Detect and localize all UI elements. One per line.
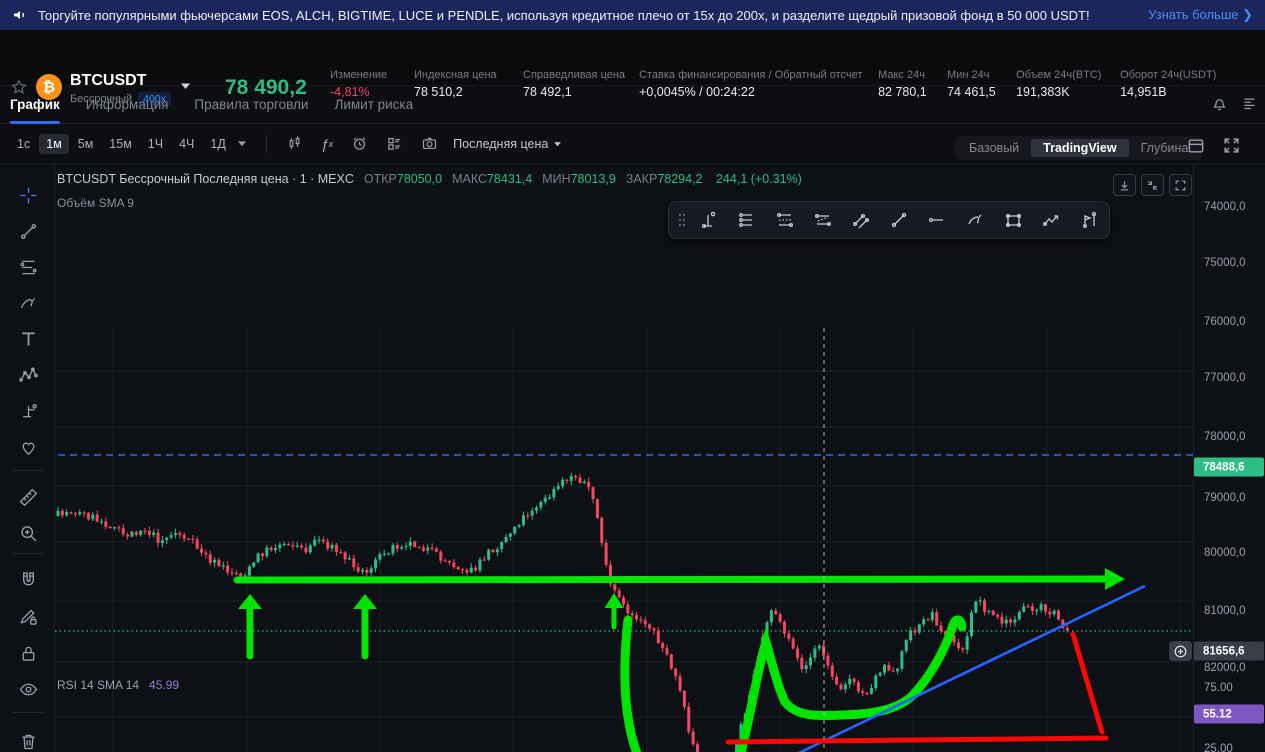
tab-Лимит риска[interactable]: Лимит риска (334, 86, 413, 124)
parallel-channel-draw-icon[interactable] (845, 206, 877, 234)
brush-tool-icon[interactable] (14, 289, 42, 317)
divider (12, 553, 43, 554)
crosshair-tool-icon[interactable] (14, 181, 42, 209)
symbol-header: ₿ BTCUSDT Бессрочный 400x 78 490,2 Измен… (0, 30, 1265, 86)
timeframe-group: 1с1м5м15м1Ч4Ч1Д (10, 134, 235, 154)
drawing-tools-sidebar (0, 164, 55, 752)
drag-handle-icon[interactable] (677, 212, 687, 228)
alert-clock-icon[interactable] (351, 135, 368, 152)
promo-banner: Торгуйте популярными фьючерсами EOS, ALC… (0, 0, 1265, 30)
divider (12, 470, 43, 471)
text-tool-icon[interactable] (14, 325, 42, 353)
price-tick: 74000,0 (1204, 201, 1246, 213)
trend-line-draw-icon[interactable] (883, 206, 915, 234)
chart-region (0, 164, 1265, 752)
timeframe-5м[interactable]: 5м (71, 134, 101, 154)
window-layout-icon[interactable] (1186, 136, 1206, 156)
trend-line-tool-icon[interactable] (14, 217, 42, 245)
timeframe-dropdown-icon[interactable] (237, 140, 247, 147)
zoom-in-tool-icon[interactable] (14, 519, 42, 547)
view-mode-Базовый[interactable]: Базовый (957, 139, 1031, 157)
price-tick: 78000,0 (1204, 431, 1246, 443)
camera-icon[interactable] (421, 135, 438, 152)
rectangle-draw-icon[interactable] (997, 206, 1029, 234)
page-tabs: График Информация Правила торговли Лимит ри… (0, 86, 1265, 124)
maximize-pane-button[interactable] (1169, 174, 1192, 196)
collapse-pane-button[interactable] (1141, 174, 1164, 196)
timeframe-15м[interactable]: 15м (102, 134, 139, 154)
tab-График[interactable]: График (10, 86, 60, 124)
legend-change: 244,1 (+0.31%) (716, 172, 802, 186)
list-icon[interactable] (1242, 95, 1257, 112)
rsi-crosshair-value: 45.99 (149, 678, 179, 692)
fib-retracement-draw-icon[interactable] (769, 206, 801, 234)
layout-settings-icon[interactable] (386, 135, 403, 152)
chart-style-icon[interactable] (286, 135, 303, 152)
timeframe-1Д[interactable]: 1Д (203, 134, 232, 154)
tab-Информация[interactable]: Информация (86, 86, 169, 124)
price-tick: 82000,0 (1204, 662, 1246, 674)
floating-draw-toolbar (668, 201, 1110, 239)
price-type-select[interactable]: Последняя цена (453, 137, 562, 151)
indicators-fx-icon[interactable]: ƒx (321, 136, 333, 152)
rsi-tick: 75.00 (1204, 682, 1233, 694)
rsi-legend: RSI 14 SMA 1445.99 (57, 678, 179, 692)
promo-link[interactable]: Узнать больше ❯ (1148, 7, 1253, 23)
chart-legend: BTCUSDT Бессрочный Последняя цена · 1 · … (57, 172, 802, 186)
magnet-tool-icon[interactable] (14, 566, 42, 594)
divider (266, 135, 267, 153)
tab-Правила торговли[interactable]: Правила торговли (194, 86, 308, 124)
add-order-plus-icon[interactable] (1169, 641, 1192, 661)
price-tick: 81000,0 (1204, 605, 1246, 617)
xabcd-pattern-tool-icon[interactable] (14, 361, 42, 389)
cross-line-draw-icon[interactable] (693, 206, 725, 234)
scroll-to-latest-button[interactable] (1113, 174, 1136, 196)
price-label: 55.12 (1194, 705, 1264, 724)
horizontal-ray-draw-icon[interactable] (921, 206, 953, 234)
divider (12, 712, 43, 713)
timeframe-1м[interactable]: 1м (39, 134, 69, 154)
timeframe-1с[interactable]: 1с (10, 134, 37, 154)
lock-drawings-tool-icon[interactable] (14, 639, 42, 667)
trading-app: Торгуйте популярными фьючерсами EOS, ALC… (0, 0, 1265, 752)
view-mode-switch: БазовыйTradingViewГлубина (955, 136, 1202, 160)
emoji-heart-tool-icon[interactable] (14, 433, 42, 461)
horizontal-lines-draw-icon[interactable] (731, 206, 763, 234)
volume-legend: Объём SMA 9 (57, 196, 134, 210)
fullscreen-icon[interactable] (1222, 136, 1241, 155)
rsi-tick: 25.00 (1204, 743, 1233, 752)
drawing-pencil-tool-icon[interactable] (14, 603, 42, 631)
price-chart-canvas[interactable] (55, 328, 1193, 752)
price-tick: 75000,0 (1204, 257, 1246, 269)
polyline-arrow-draw-icon[interactable] (1035, 206, 1067, 234)
hide-drawings-tool-icon[interactable] (14, 675, 42, 703)
view-mode-TradingView[interactable]: TradingView (1031, 139, 1128, 157)
bars-pattern-draw-icon[interactable] (1073, 206, 1105, 234)
long-position-tool-icon[interactable] (14, 397, 42, 425)
timeframe-1Ч[interactable]: 1Ч (141, 134, 170, 154)
legend-title: BTCUSDT Бессрочный Последняя цена · 1 · … (57, 172, 354, 186)
brush-draw-icon[interactable] (959, 206, 991, 234)
remove-drawings-tool-icon[interactable] (14, 727, 42, 752)
price-tick: 77000,0 (1204, 372, 1246, 384)
price-tick: 76000,0 (1204, 316, 1246, 328)
chart-quick-buttons (1113, 174, 1192, 196)
price-label: 81656,6 (1194, 642, 1264, 661)
price-tick: 79000,0 (1204, 492, 1246, 504)
timeframe-4Ч[interactable]: 4Ч (172, 134, 201, 154)
price-label: 78488,6 (1194, 458, 1264, 477)
fib-retracement-tool-icon[interactable] (14, 253, 42, 281)
ruler-tool-icon[interactable] (14, 483, 42, 511)
price-tick: 80000,0 (1204, 547, 1246, 559)
bell-icon[interactable] (1211, 95, 1228, 112)
promo-text: Торгуйте популярными фьючерсами EOS, ALC… (38, 8, 1090, 23)
speaker-icon (12, 7, 28, 23)
price-type-label: Последняя цена (453, 137, 548, 151)
fib-channel-draw-icon[interactable] (807, 206, 839, 234)
